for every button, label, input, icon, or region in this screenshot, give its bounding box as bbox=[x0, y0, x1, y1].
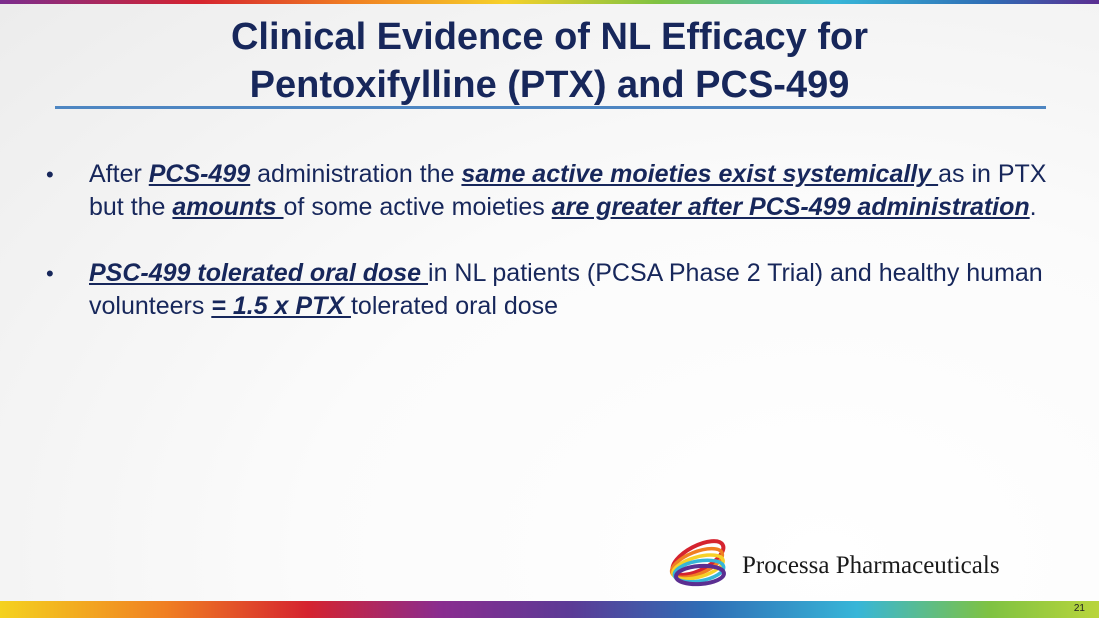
company-name: Processa Pharmaceuticals bbox=[742, 552, 1000, 579]
bullet-1-run-8: are greater after PCS-499 administration bbox=[551, 193, 1030, 221]
bullet-item-2: • PSC-499 tolerated oral dose in NL pati… bbox=[46, 257, 1066, 323]
title-line-1: Clinical Evidence of NL Efficacy for bbox=[230, 16, 869, 58]
title-underline bbox=[55, 106, 1046, 109]
page-number: 21 bbox=[1073, 603, 1085, 614]
bullet-1-run-6: amounts bbox=[172, 193, 284, 221]
bullet-1-run-7: of some active moieties bbox=[283, 193, 552, 221]
bullet-2-run-2: in NL patients (PCSA Phase 2 Trial) and … bbox=[89, 259, 1043, 320]
bullet-2-run-1: PSC-499 tolerated oral dose bbox=[89, 259, 429, 287]
bullet-1-run-3: administration the bbox=[250, 160, 462, 188]
top-color-bar bbox=[0, 0, 1099, 4]
bottom-color-bar bbox=[0, 601, 1099, 618]
bullet-1-run-1: After bbox=[89, 160, 149, 188]
bullet-1-run-2: PCS-499 bbox=[148, 160, 251, 188]
bullet-dot: • bbox=[46, 261, 54, 286]
bullet-2-run-3: = 1.5 x PTX bbox=[211, 292, 351, 320]
bullet-1-run-9: . bbox=[1029, 193, 1037, 221]
bullet-dot: • bbox=[46, 162, 54, 187]
bullet-2-run-4: tolerated oral dose bbox=[350, 292, 559, 320]
bullet-1-run-4: same active moieties exist systemically bbox=[461, 160, 939, 188]
company-logo: Processa Pharmaceuticals bbox=[662, 536, 1082, 594]
slide-title: Clinical Evidence of NL Efficacy for Pen… bbox=[0, 13, 1099, 109]
bullet-item-1: • After PCS-499 administration the same … bbox=[46, 158, 1066, 224]
title-line-2: Pentoxifylline (PTX) and PCS-499 bbox=[249, 64, 850, 106]
bullet-list: • After PCS-499 administration the same … bbox=[46, 158, 1066, 323]
rainbow-swirl-logo-icon bbox=[669, 539, 726, 587]
bullet-1-run-5: as in PTX but the bbox=[89, 160, 1047, 221]
